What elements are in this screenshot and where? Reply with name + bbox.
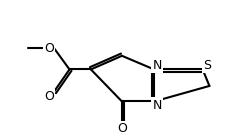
Text: O: O bbox=[44, 42, 54, 55]
Text: N: N bbox=[152, 99, 162, 112]
Text: N: N bbox=[152, 59, 162, 72]
Text: S: S bbox=[204, 59, 212, 72]
Text: O: O bbox=[44, 90, 54, 103]
Text: O: O bbox=[117, 122, 127, 135]
